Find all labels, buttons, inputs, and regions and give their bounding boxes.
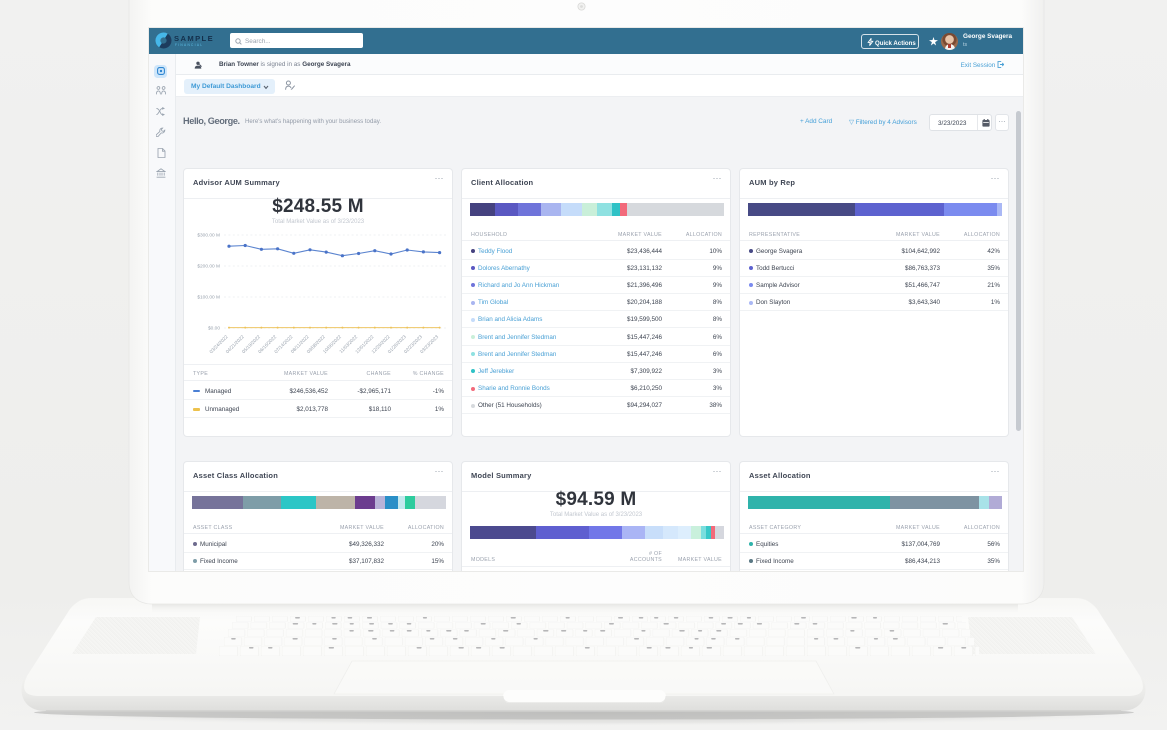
svg-text:$200.00 M: $200.00 M [197,264,220,270]
svg-text:$300.00 M: $300.00 M [197,233,220,239]
svg-text:$100.00 M: $100.00 M [197,295,220,301]
svg-text:$0.00: $0.00 [208,326,220,332]
